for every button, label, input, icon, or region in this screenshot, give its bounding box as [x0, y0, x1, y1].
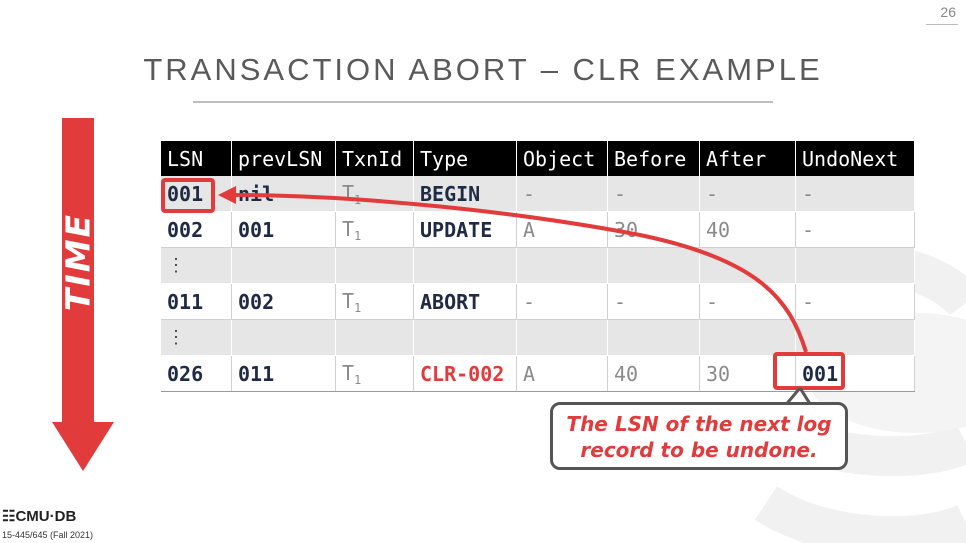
txnid-subscript: 1 [354, 372, 362, 387]
txnid-text: T [342, 360, 355, 385]
table-row: 011 002 T1 ABORT - - - - [161, 283, 915, 320]
txnid-text: T [342, 288, 355, 313]
cell-type: ABORT [413, 283, 517, 320]
cell-undonext: - [795, 211, 915, 248]
table-row-ellipsis: ⋮ [161, 247, 915, 284]
table-row: 002 001 T1 UPDATE A 30 40 - [161, 211, 915, 248]
undonext-001-highlight-box [773, 352, 845, 390]
cell-empty [231, 247, 336, 284]
cell-lsn: 026 [161, 355, 232, 392]
cell-object: - [516, 176, 608, 212]
header-undonext: UndoNext [795, 141, 914, 176]
title-divider [193, 101, 773, 103]
lsn-001-highlight-box [161, 178, 215, 213]
cell-empty [335, 247, 414, 284]
cell-after: 40 [699, 211, 796, 248]
header-type: Type [413, 141, 517, 176]
course-label: 15-445/645 (Fall 2021) [2, 530, 94, 540]
cell-after: - [699, 176, 796, 212]
slide-title: TRANSACTION ABORT – CLR EXAMPLE [143, 52, 823, 87]
cell-empty [699, 319, 796, 356]
cell-object: A [516, 211, 608, 248]
cell-txnid: T1 [335, 283, 414, 320]
cell-txnid: T1 [335, 211, 414, 248]
cell-empty [231, 319, 336, 356]
txnid-text: T [342, 216, 355, 241]
cell-empty [607, 319, 700, 356]
cell-txnid: T1 [335, 355, 414, 392]
table-row: 026 011 T1 CLR-002 A 40 30 001 [161, 355, 915, 392]
time-arrow-icon [52, 118, 114, 471]
cell-before: 40 [607, 355, 700, 392]
cell-before: - [607, 283, 700, 320]
table-row: 001 nil T1 BEGIN - - - - [161, 176, 915, 212]
cell-lsn: 002 [161, 211, 232, 248]
cell-type: UPDATE [413, 211, 517, 248]
cell-before: - [607, 176, 700, 212]
cell-empty [795, 319, 915, 356]
cell-undonext-highlighted: 001 [795, 355, 915, 392]
cell-type-clr: CLR-002 [413, 355, 517, 392]
cell-empty [516, 247, 608, 284]
header-prevlsn: prevLSN [231, 141, 336, 176]
cmu-db-logo: ☷CMU·DB [2, 507, 76, 525]
page-number: 26 [940, 4, 956, 20]
header-after: After [699, 141, 796, 176]
table-row-ellipsis: ⋮ [161, 319, 915, 356]
cell-prevlsn: 002 [231, 283, 336, 320]
cell-type: BEGIN [413, 176, 517, 212]
log-table: LSN prevLSN TxnId Type Object Before Aft… [161, 141, 915, 392]
callout-line-2: record to be undone. [580, 438, 818, 462]
callout-box: The LSN of the next log record to be und… [550, 402, 848, 470]
callout-line-1: The LSN of the next log [566, 412, 832, 436]
header-object: Object [516, 141, 608, 176]
cell-empty [699, 247, 796, 284]
cell-undonext: - [795, 283, 915, 320]
footer-logo-text: CMU·DB [15, 508, 77, 525]
txnid-subscript: 1 [354, 228, 362, 243]
header-before: Before [607, 141, 700, 176]
cell-ellipsis: ⋮ [161, 247, 232, 284]
cell-object: - [516, 283, 608, 320]
cell-empty [607, 247, 700, 284]
cell-empty [795, 247, 915, 284]
header-txnid: TxnId [335, 141, 414, 176]
cell-undonext: - [795, 176, 915, 212]
header-lsn: LSN [161, 141, 232, 176]
cell-empty [516, 319, 608, 356]
db-logo-icon: ☷ [2, 508, 16, 525]
cell-after: 30 [699, 355, 796, 392]
cell-before: 30 [607, 211, 700, 248]
cell-lsn: 011 [161, 283, 232, 320]
cell-empty [413, 247, 517, 284]
cell-empty [335, 319, 414, 356]
cell-prevlsn: 001 [231, 211, 336, 248]
cell-empty [413, 319, 517, 356]
page-number-rule [926, 24, 958, 25]
cell-prevlsn: 011 [231, 355, 336, 392]
table-header-row: LSN prevLSN TxnId Type Object Before Aft… [161, 141, 914, 176]
cell-ellipsis: ⋮ [161, 319, 232, 356]
cell-txnid: T1 [335, 176, 414, 212]
txnid-subscript: 1 [354, 300, 362, 315]
cell-object: A [516, 355, 608, 392]
